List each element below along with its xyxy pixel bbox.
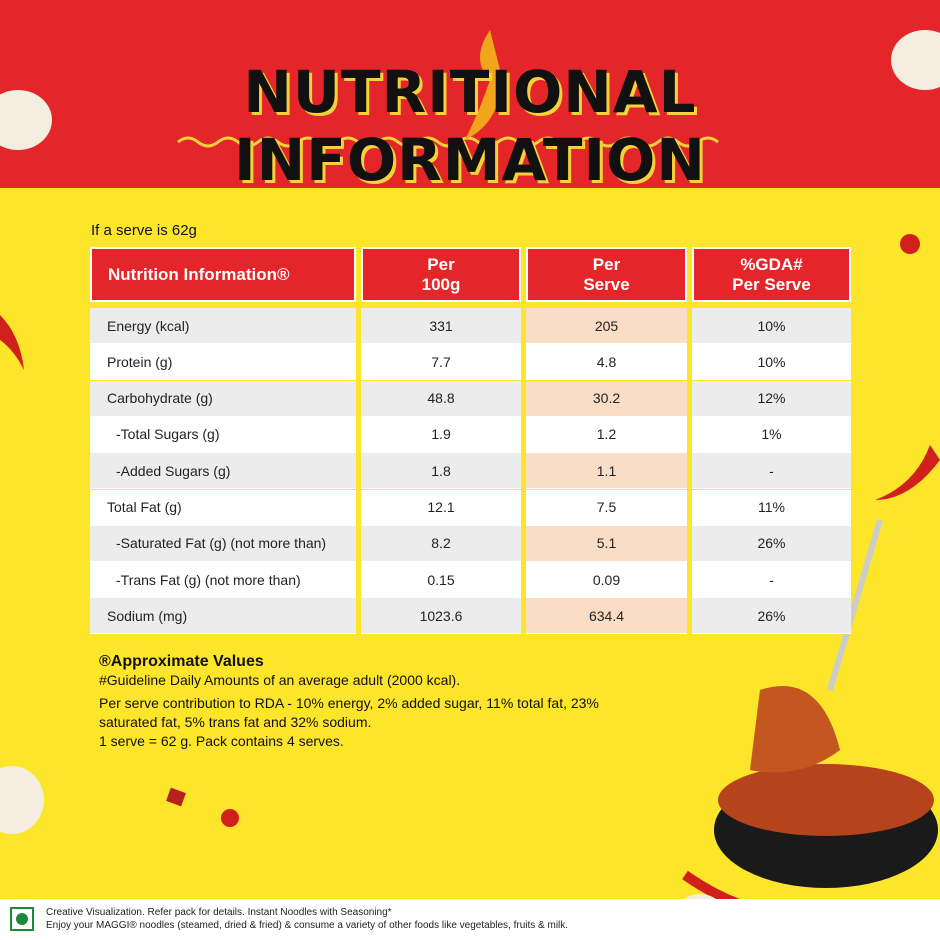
cell-value: 1023.6 [361,598,521,635]
header-text: Per 100g [421,254,461,294]
header-text: Nutrition Information® [108,264,290,284]
cell-value: 12% [692,380,851,417]
cell-value: 1.1 [526,453,687,490]
header-text: %GDA# Per Serve [732,254,811,294]
header-text: Per Serve [583,254,630,294]
cell-value: 48.8 [361,380,521,417]
cell-label: Sodium (mg) [90,598,356,635]
note: 1 serve = 62 g. Pack contains 4 serves. [99,733,344,749]
cell-value: 26% [692,525,851,562]
cell-value: 4.8 [526,344,687,381]
cell-label: -Trans Fat (g) (not more than) [90,562,356,599]
note: ®Approximate Values [99,653,264,670]
cell-value: 331 [361,308,521,344]
cell-value: 30.2 [526,380,687,417]
title: NUTRITIONAL INFORMATION [234,58,706,194]
cell-value: 1.8 [361,453,521,490]
cell-label: -Total Sugars (g) [90,416,356,453]
cell-value: 12.1 [361,489,521,526]
cell-value: 5.1 [526,525,687,562]
cell-label: Total Fat (g) [90,489,356,526]
cell-label: Protein (g) [90,344,356,381]
cell-value: 1.9 [361,416,521,453]
cell-value: - [692,453,851,490]
footnotes: ®Approximate Values #Guideline Daily Amou… [99,652,609,751]
table-header: %GDA# Per Serve [692,247,851,302]
cell-value: 0.09 [526,562,687,599]
cell-value: 1% [692,416,851,453]
table-header: Nutrition Information® [90,247,356,302]
cell-label: Energy (kcal) [90,308,356,344]
cell-value: 1.2 [526,416,687,453]
cell-value: 10% [692,308,851,344]
footer-line: Enjoy your MAGGI® noodles (steamed, drie… [46,920,569,931]
cell-value: 7.5 [526,489,687,526]
cell-value: 26% [692,598,851,635]
cell-label: Carbohydrate (g) [90,380,356,417]
footer: Creative Visualization. Refer pack for d… [0,899,940,940]
cell-value: 8.2 [361,525,521,562]
cell-value: - [692,562,851,599]
veg-icon [10,907,34,931]
cell-value: 0.15 [361,562,521,599]
note: #Guideline Daily Amounts of an average a… [99,672,461,688]
cell-label: -Saturated Fat (g) (not more than) [90,525,356,562]
cell-label: -Added Sugars (g) [90,453,356,490]
cell-value: 10% [692,344,851,381]
cell-value: 205 [526,308,687,344]
cell-value: 634.4 [526,598,687,635]
footer-line: Creative Visualization. Refer pack for d… [46,907,392,918]
note: Per serve contribution to RDA - 10% ener… [99,695,599,730]
header-band [0,0,940,188]
serve-note: If a serve is 62g [91,222,197,239]
cell-value: 7.7 [361,344,521,381]
table-header: Per 100g [361,247,521,302]
table-header: Per Serve [526,247,687,302]
cell-value: 11% [692,489,851,526]
